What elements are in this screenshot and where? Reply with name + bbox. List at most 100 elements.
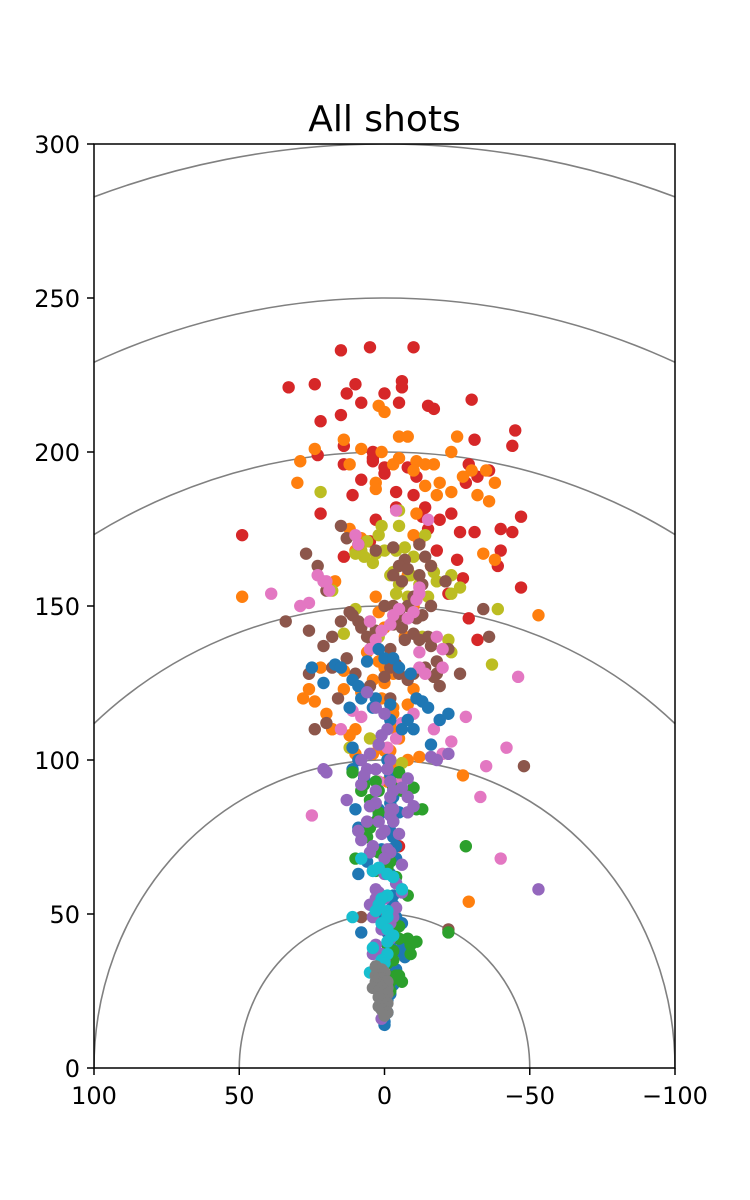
shot-point (465, 393, 478, 406)
shot-point (349, 803, 362, 816)
shot-point (392, 430, 406, 443)
shot-point (360, 686, 374, 699)
shot-point (389, 732, 403, 745)
shot-point (427, 723, 441, 736)
shot-point (308, 723, 321, 736)
shot-point (532, 883, 545, 896)
shot-point (445, 735, 458, 748)
shot-point (294, 455, 307, 468)
shot-point (346, 741, 359, 754)
shot-point (407, 723, 420, 736)
x-axis-ticks: 100 50 0 −50 −100 (71, 1068, 708, 1110)
shot-point (291, 476, 304, 489)
shot-point (366, 455, 380, 468)
shot-point (334, 661, 348, 674)
shot-point (337, 433, 351, 446)
shot-point (506, 525, 519, 539)
shot-point (343, 729, 356, 742)
shot-point (369, 590, 382, 603)
shot-point (355, 396, 368, 409)
shot-point (363, 615, 377, 628)
shot-point (424, 559, 438, 573)
shot-point (456, 769, 470, 782)
shot-point (445, 507, 458, 520)
shot-point (320, 766, 333, 779)
shot-point (326, 630, 339, 643)
shot-point (372, 861, 385, 874)
x-tick-label: 100 (71, 1082, 117, 1110)
shot-point (378, 405, 391, 419)
shot-point (320, 716, 333, 730)
shot-point (387, 569, 400, 582)
shot-point (491, 602, 504, 616)
shot-point (337, 682, 351, 696)
shot-point (369, 482, 382, 496)
shot-point (450, 430, 464, 443)
shot-point (355, 910, 368, 924)
shot-point (265, 587, 278, 600)
shot-point (355, 833, 368, 847)
shot-point (369, 763, 382, 776)
shot-point (384, 618, 397, 631)
y-tick-label: 50 (49, 901, 80, 929)
x-tick-label: −100 (642, 1082, 708, 1110)
distance-ring (94, 297, 675, 364)
shot-point (363, 800, 377, 813)
shot-point (352, 615, 365, 628)
shot-point (235, 528, 249, 542)
shot-point (366, 556, 380, 570)
shot-point (355, 753, 368, 767)
shot-point (381, 763, 394, 776)
shot-point (355, 710, 368, 724)
shot-point (369, 784, 382, 797)
shot-point (494, 522, 507, 536)
shot-point (331, 692, 345, 705)
shot-point (424, 639, 438, 653)
shot-point (482, 630, 496, 643)
shot-point (511, 670, 525, 684)
shot-point (355, 926, 368, 939)
shot-point (468, 525, 481, 539)
shot-point (387, 815, 400, 828)
shot-point (378, 599, 391, 613)
shot-point (459, 710, 473, 724)
shot-point (346, 910, 359, 924)
shot-point (509, 424, 522, 437)
shot-point (375, 827, 388, 841)
shot-point (395, 858, 409, 871)
shot-point (445, 587, 458, 600)
shot-point (410, 507, 423, 520)
shot-point (468, 433, 481, 446)
shot-point (401, 772, 414, 785)
shot-point (378, 670, 391, 684)
shot-point (363, 341, 377, 354)
shot-point (410, 935, 423, 948)
shot-point (430, 575, 443, 588)
shot-point (378, 467, 391, 480)
shot-point (392, 827, 406, 841)
shot-point (407, 488, 420, 502)
shot-point (514, 581, 528, 594)
shot-point (436, 642, 449, 656)
shot-point (314, 485, 327, 499)
shot-point (407, 341, 420, 354)
shot-point (392, 661, 406, 674)
shot-point (477, 547, 490, 560)
shot-point (337, 627, 351, 640)
shot-point (352, 867, 365, 881)
shot-point (442, 747, 455, 761)
shot-point (340, 793, 353, 807)
shot-point (372, 528, 385, 542)
shot-point (334, 615, 348, 628)
shot-point (482, 495, 496, 508)
shot-point (360, 655, 374, 668)
shot-point (294, 599, 307, 613)
shot-point (413, 750, 426, 764)
shot-point (337, 550, 351, 563)
shot-point (442, 633, 455, 647)
shot-point (433, 713, 446, 727)
shot-point (395, 575, 409, 588)
shot-point (506, 439, 519, 453)
shot-point (395, 883, 409, 896)
shot-point (392, 519, 406, 533)
